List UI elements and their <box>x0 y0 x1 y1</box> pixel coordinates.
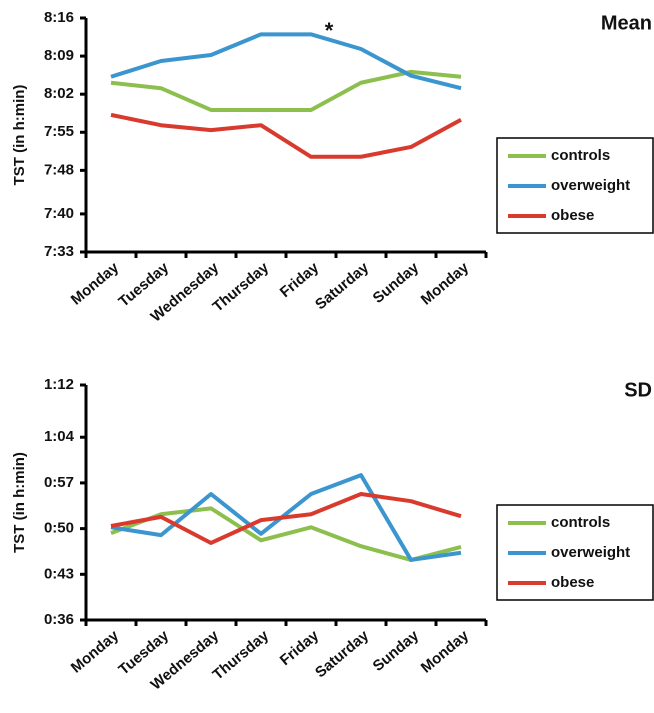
y-tick-label: 8:16 <box>44 9 74 26</box>
legend-label: obese <box>551 574 594 591</box>
x-tick-label: Friday <box>277 259 323 301</box>
y-tick-label: 8:02 <box>44 85 74 102</box>
annotation: * <box>325 18 334 43</box>
x-tick-label: Thursday <box>209 627 272 684</box>
series-line <box>110 69 462 112</box>
y-tick-label: 8:09 <box>44 47 74 64</box>
y-tick-label: 0:57 <box>44 474 74 491</box>
x-tick-label: Saturday <box>312 259 373 314</box>
x-tick-label: Sunday <box>370 259 423 307</box>
x-tick-label: Sunday <box>370 627 423 675</box>
legend-label: overweight <box>551 544 630 561</box>
x-tick-label: Thursday <box>209 259 272 316</box>
series-line <box>110 473 462 562</box>
y-tick-label: 7:33 <box>44 243 74 260</box>
series-line <box>110 506 462 562</box>
y-tick-label: 7:40 <box>44 205 74 222</box>
series-line <box>110 492 462 545</box>
legend-label: overweight <box>551 177 630 194</box>
x-tick-label: Monday <box>68 627 123 677</box>
chart-title: Mean <box>601 12 652 34</box>
x-tick-label: Monday <box>68 259 123 309</box>
series-line <box>110 32 462 91</box>
x-tick-label: Monday <box>418 259 473 309</box>
chart-title: SD <box>624 379 652 401</box>
legend-label: controls <box>551 147 610 164</box>
y-tick-label: 0:43 <box>44 565 74 582</box>
y-tick-label: 1:04 <box>44 428 75 445</box>
y-tick-label: 1:12 <box>44 376 74 393</box>
y-axis-label: TST (in h:min) <box>11 452 28 553</box>
series-line <box>110 112 462 159</box>
y-tick-label: 7:48 <box>44 161 74 178</box>
legend-label: obese <box>551 207 594 224</box>
y-tick-label: 7:55 <box>44 123 74 140</box>
y-tick-label: 0:36 <box>44 611 74 628</box>
x-tick-label: Saturday <box>312 627 373 682</box>
legend-label: controls <box>551 514 610 531</box>
x-tick-label: Monday <box>418 627 473 677</box>
y-axis-label: TST (in h:min) <box>11 85 28 186</box>
y-tick-label: 0:50 <box>44 520 74 537</box>
x-tick-label: Friday <box>277 627 323 669</box>
